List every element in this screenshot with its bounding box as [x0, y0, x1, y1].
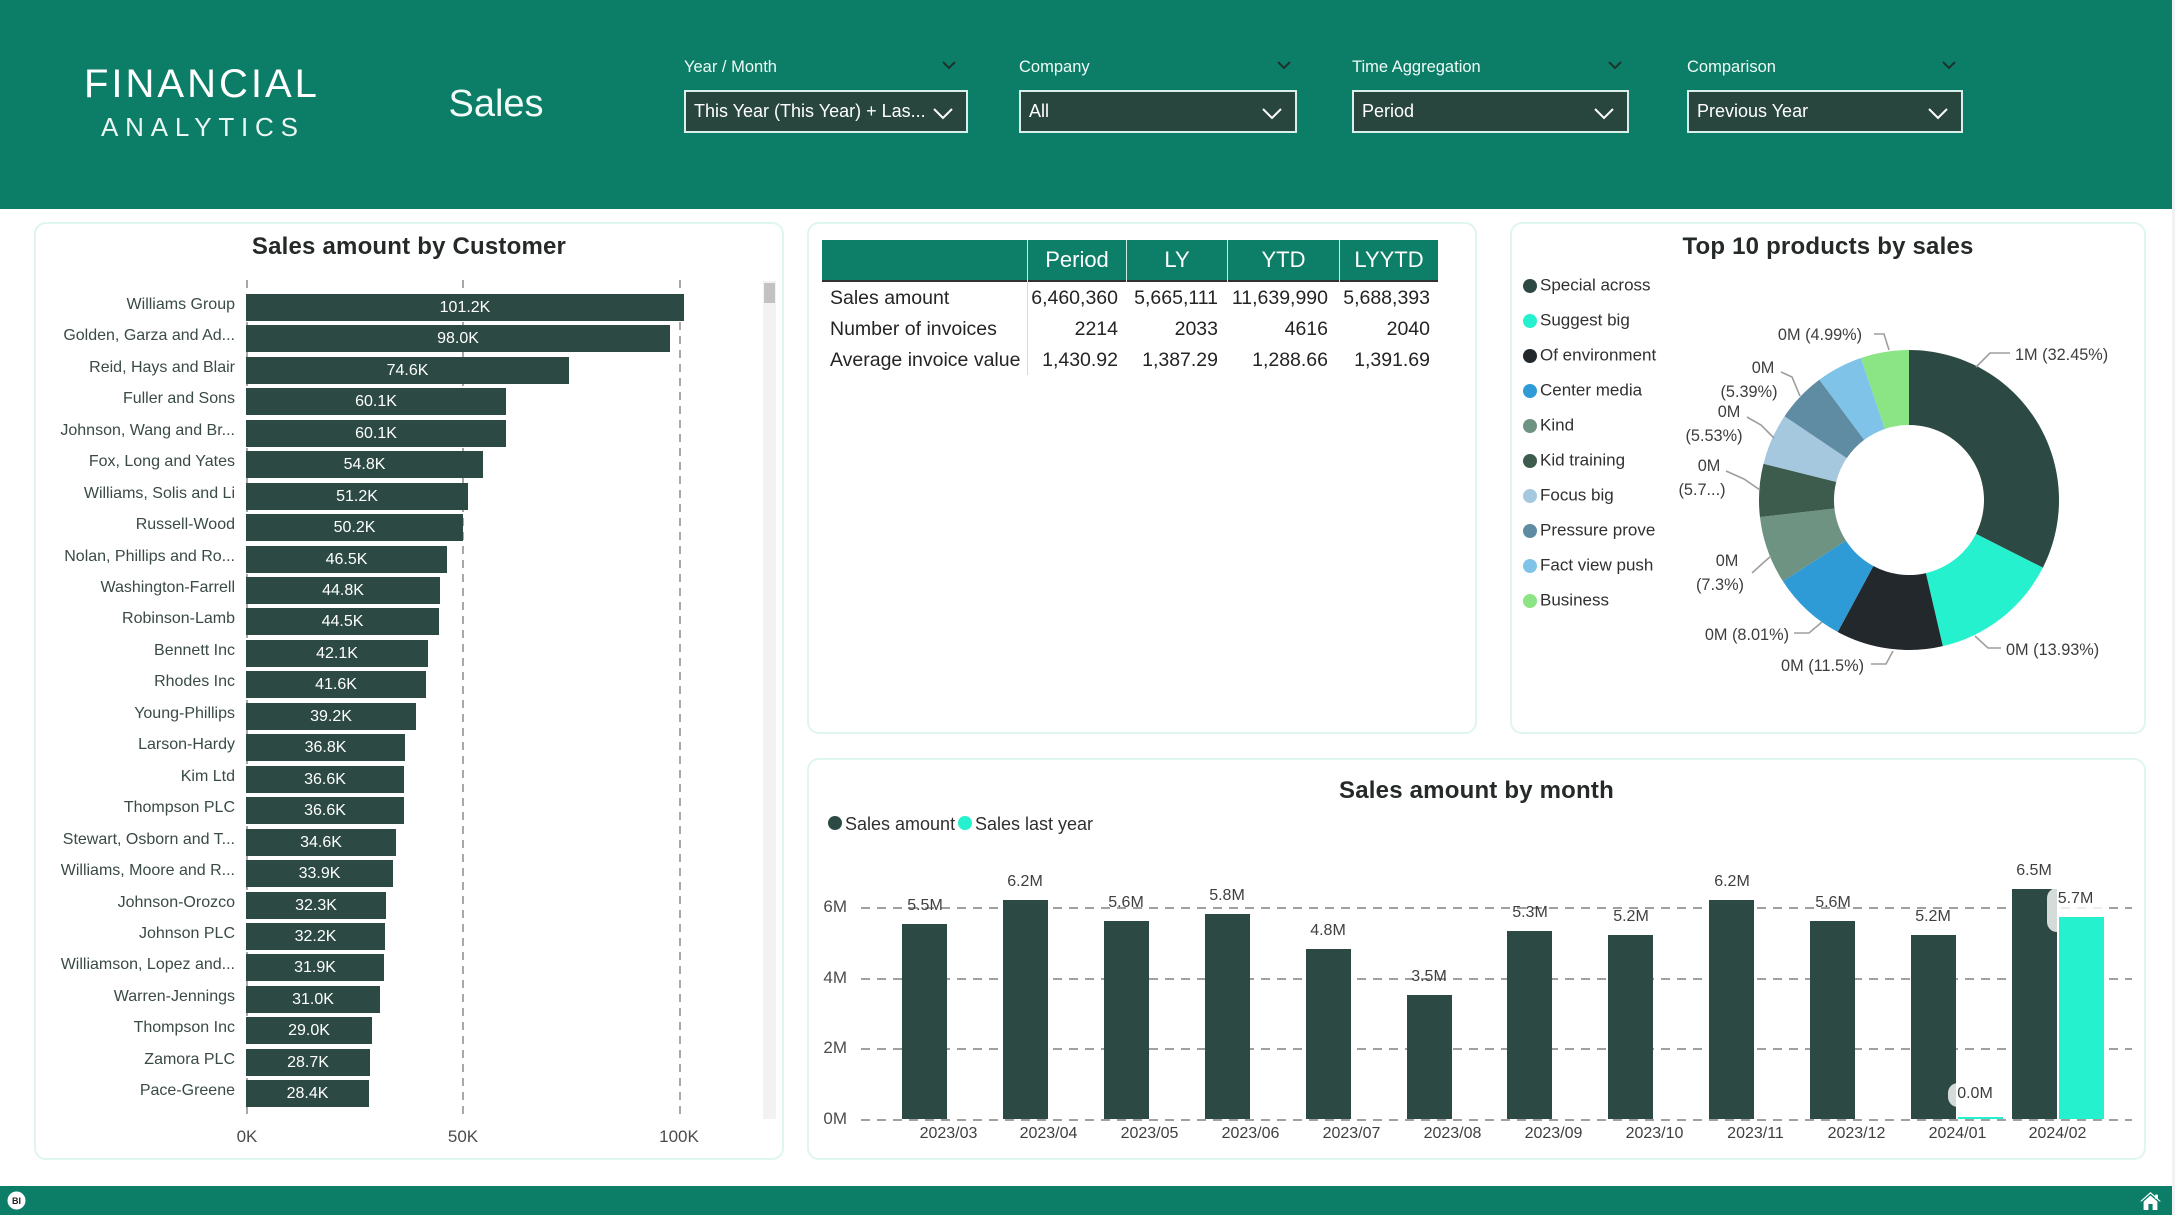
svg-text:0M (13.93%): 0M (13.93%)	[2006, 641, 2099, 659]
svg-text:0M: 0M	[1718, 403, 1741, 421]
svg-text:0M: 0M	[1698, 457, 1721, 475]
svg-text:(5.39%): (5.39%)	[1720, 383, 1777, 401]
svg-text:(7.3%): (7.3%)	[1696, 576, 1744, 594]
svg-text:BI: BI	[12, 1196, 21, 1206]
svg-text:(5.53%): (5.53%)	[1685, 427, 1742, 445]
svg-text:0M: 0M	[1716, 552, 1739, 570]
svg-text:(5.7...): (5.7...)	[1678, 481, 1725, 499]
svg-text:0M (8.01%): 0M (8.01%)	[1705, 626, 1789, 644]
svg-text:0M (11.5%): 0M (11.5%)	[1781, 657, 1864, 675]
svg-text:1M (32.45%): 1M (32.45%)	[2015, 346, 2108, 364]
svg-text:0M: 0M	[1752, 359, 1775, 377]
svg-text:0M (4.99%): 0M (4.99%)	[1778, 326, 1862, 344]
